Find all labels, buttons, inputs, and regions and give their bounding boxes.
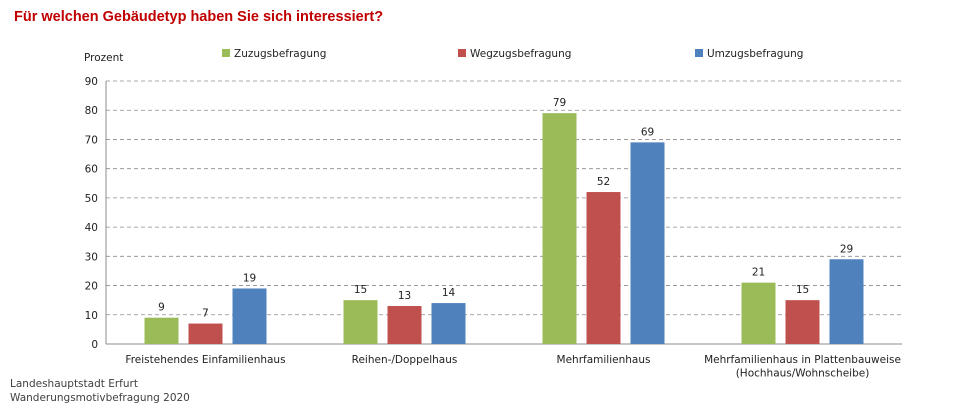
data-label: 29 [840,243,853,255]
legend-swatch [695,49,703,57]
legend-swatch [458,49,466,57]
data-label: 79 [553,97,566,109]
y-tick-label: 90 [85,76,98,88]
bar-umzugsbefragung [829,259,864,344]
y-tick-label: 20 [85,281,98,293]
x-tick-label: Mehrfamilienhaus in Plattenbauweise [704,354,901,366]
bar-wegzugsbefragung [586,192,621,344]
source-note: Landeshauptstadt Erfurt Wanderungsmotivb… [10,378,190,405]
x-tick-label: Reihen-/Doppelhaus [352,354,458,366]
bar-zuzugsbefragung [343,300,378,344]
y-axis-label: Prozent [84,52,123,64]
x-tick-label: Mehrfamilienhaus [557,354,651,366]
y-tick-label: 40 [85,222,98,234]
data-label: 52 [597,176,610,188]
bar-umzugsbefragung [630,142,665,344]
y-tick-label: 70 [85,134,98,146]
y-tick-label: 80 [85,105,98,117]
y-tick-label: 30 [85,251,98,263]
y-tick-label: 0 [91,339,98,351]
legend-label: Wegzugsbefragung [470,48,571,60]
bar-wegzugsbefragung [387,306,422,344]
bar-umzugsbefragung [431,303,466,344]
data-label: 15 [796,284,809,296]
bar-zuzugsbefragung [542,113,577,345]
legend-label: Zuzugsbefragung [234,48,326,60]
data-label: 14 [442,287,456,299]
data-label: 15 [354,284,367,296]
legend-label: Umzugsbefragung [707,48,803,60]
chart-title: Für welchen Gebäudetyp haben Sie sich in… [14,9,384,25]
data-label: 7 [202,308,209,320]
data-label: 13 [398,290,411,302]
y-tick-label: 50 [85,193,98,205]
x-tick-label: (Hochhaus/Wohnscheibe) [736,368,870,380]
y-tick-label: 60 [85,164,98,176]
bar-zuzugsbefragung [741,282,776,344]
bar-zuzugsbefragung [144,317,179,344]
bar-wegzugsbefragung [188,323,223,344]
y-tick-label: 10 [85,310,98,322]
x-tick-label: Freistehendes Einfamilienhaus [125,354,285,366]
bar-wegzugsbefragung [785,300,820,344]
source-line-1: Landeshauptstadt Erfurt [10,378,138,390]
legend-swatch [222,49,230,57]
data-label: 69 [641,126,654,138]
data-label: 19 [243,272,256,284]
source-line-2: Wanderungsmotivbefragung 2020 [10,391,190,404]
data-label: 21 [752,267,765,279]
data-label: 9 [158,302,165,314]
bar-umzugsbefragung [232,288,267,344]
